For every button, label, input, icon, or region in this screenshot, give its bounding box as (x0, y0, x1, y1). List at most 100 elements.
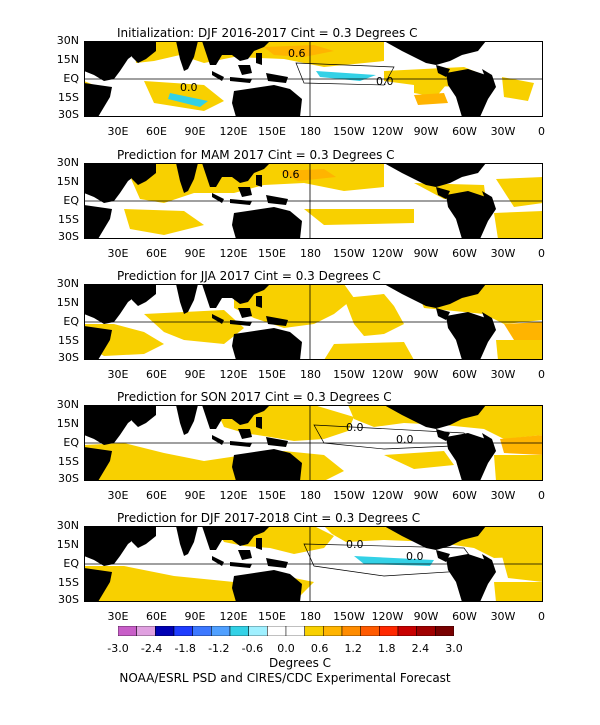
longitude-tick-label: 150W (333, 247, 365, 260)
latitude-tick-label: 15S (58, 91, 79, 104)
landmass-india (176, 526, 198, 556)
longitude-tick-label: 0 (538, 368, 545, 381)
landmass-southAmerica2 (482, 554, 496, 572)
landmass-southAmerica (446, 312, 496, 360)
landmass-africaNorth (84, 526, 136, 566)
landmass-indonesia2 (230, 199, 252, 205)
longitude-tick-label: 90W (413, 489, 439, 502)
landmass-southAmerica2 (482, 69, 496, 87)
landmass-borneo (238, 550, 252, 560)
longitude-tick-label: 180 (300, 368, 321, 381)
color-bar-tick-label: -0.6 (241, 642, 264, 655)
landmass-africaNorth (84, 405, 136, 445)
landmass-indonesia2 (230, 562, 252, 568)
landmass-africaSouth (84, 326, 112, 360)
longitude-tick-label: 150W (333, 125, 365, 138)
longitude-tick-label: 30W (490, 247, 516, 260)
landmass-borneo (238, 308, 252, 318)
contour-label: 0.0 (346, 421, 364, 434)
contour-label: 0.0 (180, 81, 198, 94)
latitude-tick-label: 15S (58, 455, 79, 468)
color-bar-units: Degrees C (268, 656, 332, 670)
longitude-tick-label: 180 (300, 247, 321, 260)
landmass-asia (202, 163, 270, 187)
latitude-tick-label: 15N (56, 417, 79, 430)
sst-anomaly-map: 0.0 0.0 (84, 526, 543, 602)
landmass-arabia (128, 284, 156, 306)
color-bar-swatch (155, 626, 175, 636)
latitude-tick-label: 15S (58, 213, 79, 226)
panel-title: Prediction for MAM 2017 Cint = 0.3 Degre… (117, 148, 395, 162)
color-bar-swatch (285, 626, 305, 636)
color-bar-swatch (416, 626, 436, 636)
sst-anomaly-map (84, 284, 543, 360)
longitude-tick-label: 150E (258, 610, 286, 623)
panel-title: Prediction for DJF 2017-2018 Cint = 0.3 … (117, 511, 421, 525)
landmass-borneo (238, 429, 252, 439)
color-bar-tick-label: 1.8 (378, 642, 396, 655)
color-bar-tick-label: -2.4 (140, 642, 163, 655)
sst-anomaly-map: 0.6 0.0 0.0 (84, 41, 543, 117)
landmass-australia (232, 207, 302, 239)
longitude-tick-label: 120W (371, 247, 404, 260)
landmass-africaSouth (84, 447, 112, 481)
landmass-asia (202, 284, 270, 308)
longitude-tick-label: 60E (146, 247, 167, 260)
landmass-asia (202, 526, 270, 550)
latitude-tick-label: 30N (56, 156, 79, 169)
latitude-tick-label: 15N (56, 53, 79, 66)
landmass-northAmerica (384, 405, 486, 429)
longitude-tick-label: 60W (452, 125, 477, 138)
landmass-northAmerica (384, 41, 486, 65)
landmass-newguinea (266, 195, 288, 205)
color-bar-tick-label: 0.0 (277, 642, 295, 655)
longitude-tick-label: 120E (219, 610, 248, 623)
longitude-tick-label: 120E (219, 489, 248, 502)
map-frame (84, 41, 543, 117)
landmass-arabia (128, 163, 156, 185)
landmass-layer (84, 284, 496, 360)
longitude-tick-label: 30W (490, 489, 516, 502)
color-bar-swatch (323, 626, 343, 636)
longitude-tick-label: 150E (258, 125, 286, 138)
map-frame (84, 163, 543, 239)
longitude-tick-label: 150W (333, 489, 365, 502)
longitude-tick-label: 150W (333, 368, 365, 381)
landmass-northAmerica (384, 526, 486, 550)
longitude-tick-label: 30E (107, 247, 129, 260)
latitude-tick-label: EQ (63, 557, 79, 570)
longitude-tick-label: 60E (146, 489, 167, 502)
longitude-tick-label: 30E (107, 368, 129, 381)
landmass-southAmerica (446, 69, 496, 117)
landmass-australia (232, 328, 302, 360)
landmass-india (176, 405, 198, 435)
landmass-india (176, 284, 198, 314)
color-bar-tick-label: 2.4 (411, 642, 430, 655)
landmass-australia (232, 449, 302, 481)
color-bar-tick-label: -1.8 (174, 642, 196, 655)
longitude-tick-label: 180 (300, 125, 321, 138)
landmass-indonesia1 (212, 71, 224, 81)
landmass-newguinea (266, 558, 288, 568)
landmass-africaNorth (84, 163, 136, 203)
latitude-tick-label: 30N (56, 519, 79, 532)
latitude-tick-label: 30N (56, 398, 79, 411)
landmass-layer (84, 405, 496, 481)
longitude-tick-label: 150W (333, 610, 365, 623)
landmass-southAmerica2 (482, 433, 496, 451)
latitude-tick-label: 30S (58, 230, 79, 243)
panel-title: Initialization: DJF 2016-2017 Cint = 0.3… (117, 26, 418, 40)
color-bar-tick-label: 1.2 (344, 642, 362, 655)
credit-line: NOAA/ESRL PSD and CIRES/CDC Experimental… (119, 671, 451, 685)
sst-anomaly-map: 0.0 0.0 (84, 405, 543, 481)
longitude-tick-label: 0 (538, 125, 545, 138)
landmass-borneo (238, 65, 252, 75)
longitude-tick-label: 30E (107, 610, 129, 623)
longitude-tick-label: 150E (258, 247, 286, 260)
color-bar-swatch (379, 626, 399, 636)
panel-title: Prediction for SON 2017 Cint = 0.3 Degre… (117, 390, 392, 404)
longitude-tick-label: 120W (371, 489, 404, 502)
landmass-indonesia1 (212, 193, 224, 203)
color-bar (118, 626, 454, 636)
landmass-australia (232, 570, 302, 602)
